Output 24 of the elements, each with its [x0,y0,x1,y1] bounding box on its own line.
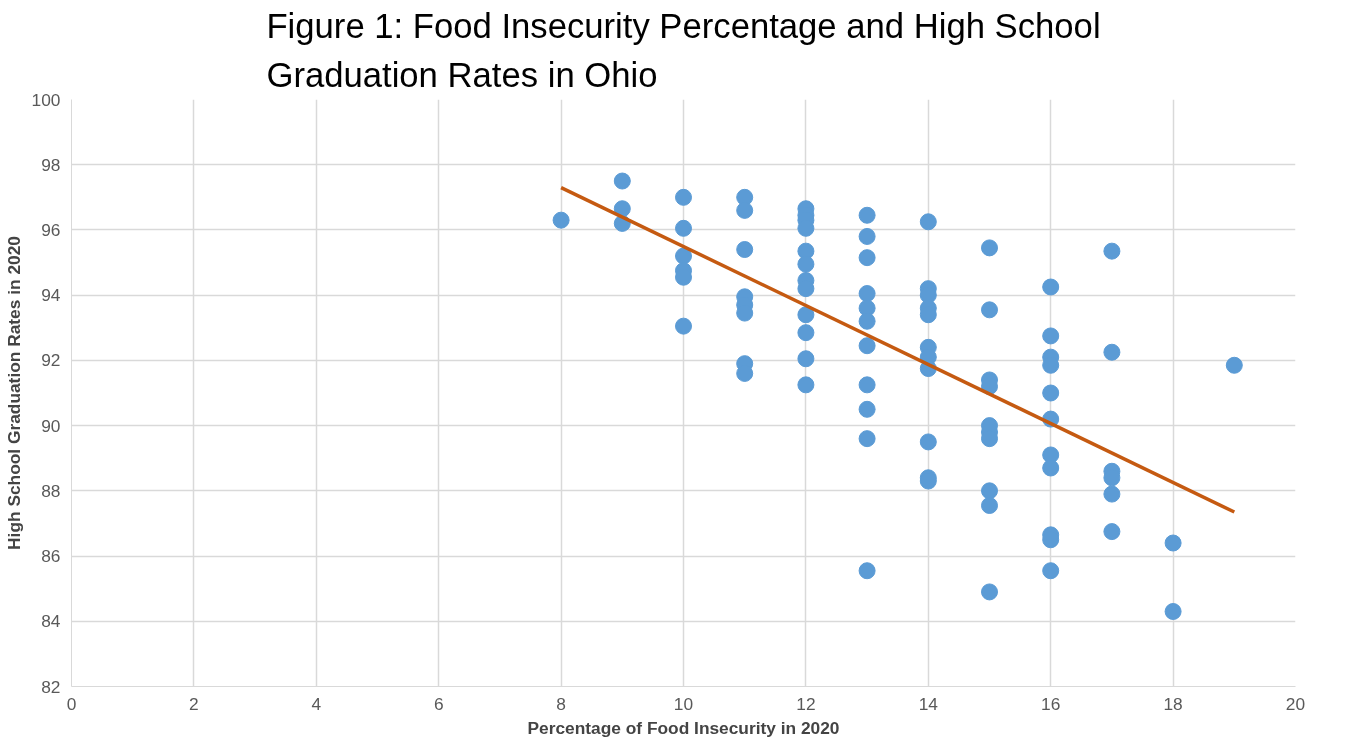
x-tick-label: 18 [1163,693,1183,714]
y-tick-label: 88 [41,480,61,501]
y-tick-label: 100 [31,89,61,110]
y-tick-label: 94 [41,285,61,306]
x-tick-label: 12 [796,693,816,714]
y-tick-label: 90 [41,415,61,436]
x-tick-label: 8 [556,693,566,714]
y-axis-title: High School Graduation Rates in 2020 [3,236,24,550]
y-tick-label: 92 [41,350,61,371]
x-tick-label: 20 [1285,693,1306,714]
x-tick-label: 6 [433,693,444,714]
y-tick-label: 96 [41,219,61,240]
y-tick-label: 98 [41,154,61,175]
x-tick-label: 14 [918,693,939,714]
y-tick-label: 82 [41,676,61,697]
chart-title: Figure 1: Food Insecurity Percentage and High School Graduation Rates in Ohio [266,7,1101,95]
x-tick-label: 16 [1041,693,1061,714]
y-tick-label: 86 [41,546,61,567]
x-tick-label: 2 [189,693,199,714]
x-tick-label: 4 [311,693,322,714]
y-tick-label: 84 [41,611,61,632]
x-axis-title: Percentage of Food Insecurity in 2020 [527,717,840,738]
x-tick-label: 10 [673,693,694,714]
x-tick-label: 0 [66,693,77,714]
